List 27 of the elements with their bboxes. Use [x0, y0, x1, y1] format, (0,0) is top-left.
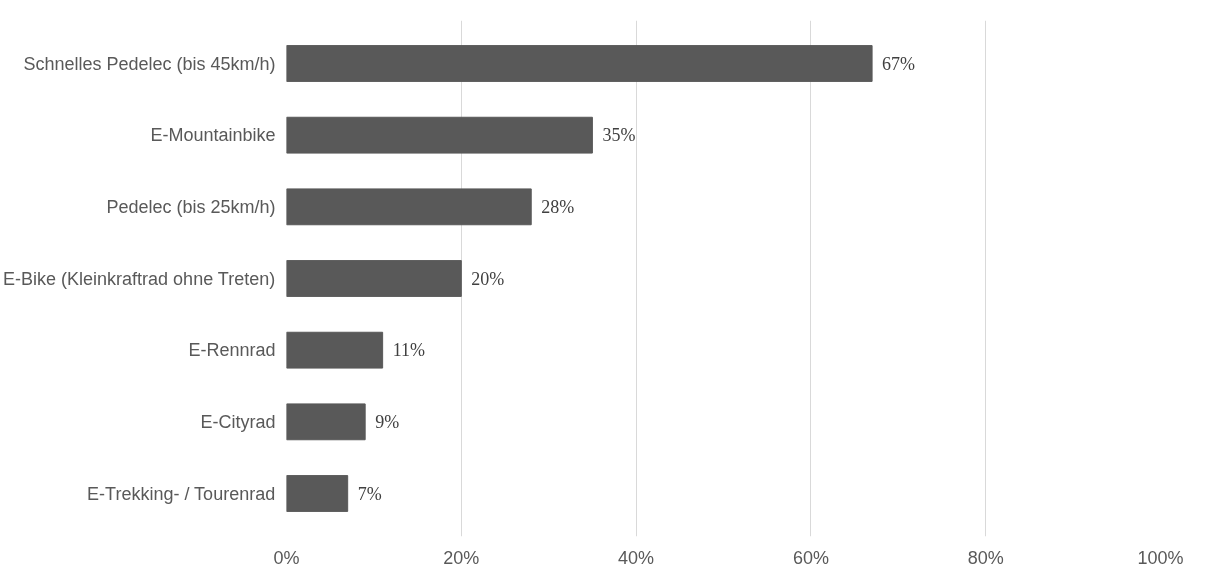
y-tick-label: E-Trekking- / Tourenrad	[87, 483, 276, 504]
bar	[286, 403, 366, 441]
x-tick-label: 0%	[273, 547, 300, 568]
bar	[286, 260, 462, 297]
y-tick-label: E-Bike (Kleinkraftrad ohne Treten)	[3, 268, 276, 289]
x-tick-label: 60%	[792, 547, 829, 568]
y-tick-label: E-Rennrad	[188, 340, 276, 361]
x-tick-label: 40%	[618, 547, 655, 568]
data-label: 11%	[392, 340, 425, 361]
data-label: 7%	[357, 483, 382, 504]
bar	[286, 331, 384, 369]
data-label: 9%	[375, 411, 400, 432]
y-tick-label: E-Mountainbike	[150, 125, 276, 146]
bar	[286, 188, 532, 226]
x-tick-label: 20%	[443, 547, 480, 568]
data-label: 35%	[602, 125, 636, 146]
data-label: 67%	[882, 53, 916, 74]
data-label: 20%	[471, 268, 505, 289]
x-tick-label: 100%	[1137, 547, 1184, 568]
bar	[286, 475, 349, 512]
y-tick-label: E-Cityrad	[200, 411, 276, 432]
x-tick-label: 80%	[967, 547, 1004, 568]
data-label: 28%	[541, 196, 575, 217]
y-tick-label: Pedelec (bis 25km/h)	[106, 196, 276, 217]
y-tick-label: Schnelles Pedelec (bis 45km/h)	[23, 53, 276, 74]
bar	[286, 45, 873, 82]
bar	[286, 116, 593, 154]
